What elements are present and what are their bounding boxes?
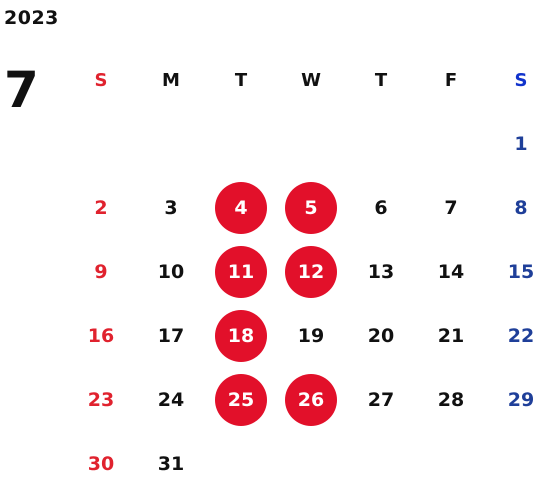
day-number: 23 — [87, 388, 115, 411]
highlighted-day-badge: 18 — [215, 310, 267, 362]
day-cell[interactable]: 13 — [346, 240, 416, 304]
day-cell[interactable]: 10 — [136, 240, 206, 304]
weekday-header-thursday: T — [374, 69, 388, 91]
day-number: 8 — [514, 196, 528, 219]
day-number: 14 — [437, 260, 465, 283]
day-cell[interactable]: 5 — [276, 176, 346, 240]
day-number: 22 — [507, 324, 535, 347]
empty-day-cell — [206, 432, 276, 496]
day-number: 30 — [87, 452, 115, 475]
day-number: 15 — [507, 260, 535, 283]
day-cell[interactable]: 6 — [346, 176, 416, 240]
day-cell[interactable]: 21 — [416, 304, 486, 368]
weekday-header-wednesday: W — [301, 69, 321, 91]
highlighted-day-badge: 26 — [285, 374, 337, 426]
day-cell[interactable]: 14 — [416, 240, 486, 304]
day-number: 10 — [157, 260, 185, 283]
day-cell[interactable]: 23 — [66, 368, 136, 432]
empty-day-cell — [276, 112, 346, 176]
day-number: 9 — [94, 260, 108, 283]
day-number: 6 — [374, 196, 388, 219]
day-cell[interactable]: 29 — [486, 368, 548, 432]
day-number: 29 — [507, 388, 535, 411]
day-cell[interactable]: 24 — [136, 368, 206, 432]
day-cell[interactable]: 9 — [66, 240, 136, 304]
day-cell[interactable]: 15 — [486, 240, 548, 304]
day-cell[interactable]: 11 — [206, 240, 276, 304]
day-number: 7 — [444, 196, 458, 219]
day-cell[interactable]: 18 — [206, 304, 276, 368]
year-label: 2023 — [4, 7, 59, 29]
highlighted-day-badge: 12 — [285, 246, 337, 298]
empty-day-cell — [136, 112, 206, 176]
day-number: 1 — [514, 132, 528, 155]
day-number: 13 — [367, 260, 395, 283]
day-number: 2 — [94, 196, 108, 219]
empty-day-cell — [416, 112, 486, 176]
day-number: 16 — [87, 324, 115, 347]
highlighted-day-badge: 4 — [215, 182, 267, 234]
weekday-header-monday: M — [162, 69, 180, 91]
weekday-header-tuesday: T — [234, 69, 248, 91]
day-cell[interactable]: 27 — [346, 368, 416, 432]
day-cell[interactable]: 20 — [346, 304, 416, 368]
day-number: 28 — [437, 388, 465, 411]
day-cell[interactable]: 17 — [136, 304, 206, 368]
empty-day-cell — [346, 432, 416, 496]
day-cell[interactable]: 22 — [486, 304, 548, 368]
day-cell[interactable]: 12 — [276, 240, 346, 304]
day-cell[interactable]: 3 — [136, 176, 206, 240]
empty-day-cell — [276, 432, 346, 496]
day-cell[interactable]: 4 — [206, 176, 276, 240]
day-cell[interactable]: 31 — [136, 432, 206, 496]
day-cell[interactable]: 19 — [276, 304, 346, 368]
day-number: 31 — [157, 452, 185, 475]
weekday-header-saturday: S — [514, 69, 528, 91]
day-number: 3 — [164, 196, 178, 219]
empty-day-cell — [346, 112, 416, 176]
day-cell[interactable]: 8 — [486, 176, 548, 240]
weekday-header-sunday: S — [94, 69, 108, 91]
day-number: 17 — [157, 324, 185, 347]
highlighted-day-badge: 5 — [285, 182, 337, 234]
weekday-header-friday: F — [444, 69, 458, 91]
day-number: 27 — [367, 388, 395, 411]
day-cell[interactable]: 7 — [416, 176, 486, 240]
day-number: 19 — [297, 324, 325, 347]
day-cell[interactable]: 25 — [206, 368, 276, 432]
day-cell[interactable]: 28 — [416, 368, 486, 432]
empty-day-cell — [416, 432, 486, 496]
highlighted-day-badge: 11 — [215, 246, 267, 298]
day-cell[interactable]: 16 — [66, 304, 136, 368]
day-number: 24 — [157, 388, 185, 411]
empty-day-cell — [66, 112, 136, 176]
empty-day-cell — [206, 112, 276, 176]
month-label: 7 — [4, 61, 39, 119]
empty-day-cell — [486, 432, 548, 496]
highlighted-day-badge: 25 — [215, 374, 267, 426]
day-cell[interactable]: 1 — [486, 112, 548, 176]
day-number: 21 — [437, 324, 465, 347]
day-cell[interactable]: 2 — [66, 176, 136, 240]
day-cell[interactable]: 26 — [276, 368, 346, 432]
calendar-grid: S M T W T F S 1 2 3 4 5 6 7 8 9 10 11 12 13 14 15 16 17 1… — [66, 48, 548, 496]
day-cell[interactable]: 30 — [66, 432, 136, 496]
day-number: 20 — [367, 324, 395, 347]
